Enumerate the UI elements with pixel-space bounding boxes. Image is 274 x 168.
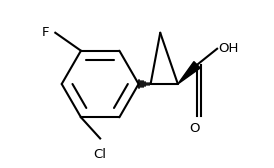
- Text: Cl: Cl: [94, 148, 107, 161]
- Polygon shape: [178, 62, 200, 84]
- Text: F: F: [42, 26, 50, 39]
- Text: OH: OH: [219, 42, 239, 55]
- Text: O: O: [189, 122, 200, 135]
